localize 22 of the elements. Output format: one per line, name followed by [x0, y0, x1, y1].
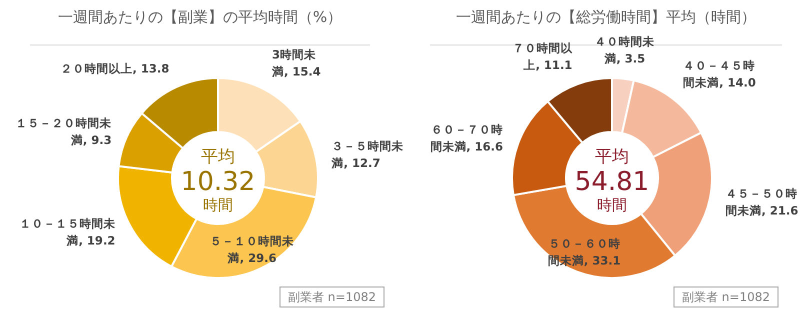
text: 時間 — [203, 196, 233, 214]
chart-title: 一週間あたりの【副業】の平均時間（%） — [58, 8, 342, 26]
slice-label: ４０時間未満, 3.5 — [594, 34, 656, 66]
slice-label: ３－５時間未満, 12.7 — [330, 138, 405, 170]
text: 副業者 n=1082 — [682, 290, 770, 304]
text: 平均 — [595, 147, 629, 167]
text: 54.81 — [574, 167, 650, 197]
chart-title: 一週間あたりの【総労働時間】平均（時間） — [456, 8, 756, 26]
slice-label: ５０－６０時間未満, 33.1 — [548, 236, 621, 268]
slice-label: １５－２０時間未満, 9.3 — [16, 116, 113, 148]
text: 時間 — [597, 196, 627, 214]
text: 副業者 n=1082 — [288, 290, 376, 304]
slice-label: ４０－４５時間未満, 14.0 — [683, 58, 756, 90]
slice-label: 3時間未満, 15.4 — [270, 47, 321, 78]
slice-label: ６０－７０時間未満, 16.6 — [430, 122, 504, 154]
slice-label: ４５－５０時間未満, 21.6 — [725, 186, 798, 218]
text: 平均 — [201, 147, 235, 167]
slice-label: １０－１５時間未満, 19.2 — [19, 216, 116, 248]
text: 10.32 — [180, 167, 256, 197]
slice-label: ７０時間以上, 11.1 — [512, 40, 574, 72]
slice-label: ２０時間以上, 13.8 — [60, 62, 170, 76]
slice-label: ５－１０時間未満, 29.6 — [210, 234, 296, 265]
